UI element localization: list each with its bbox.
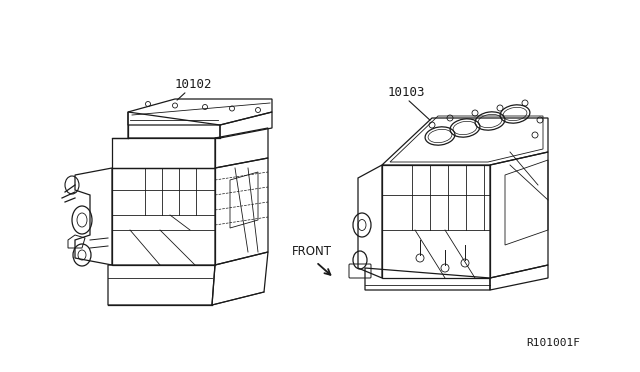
Text: R101001F: R101001F <box>526 338 580 348</box>
Text: 10103: 10103 <box>388 86 426 99</box>
Text: FRONT: FRONT <box>292 245 332 258</box>
Text: 10102: 10102 <box>175 78 212 91</box>
